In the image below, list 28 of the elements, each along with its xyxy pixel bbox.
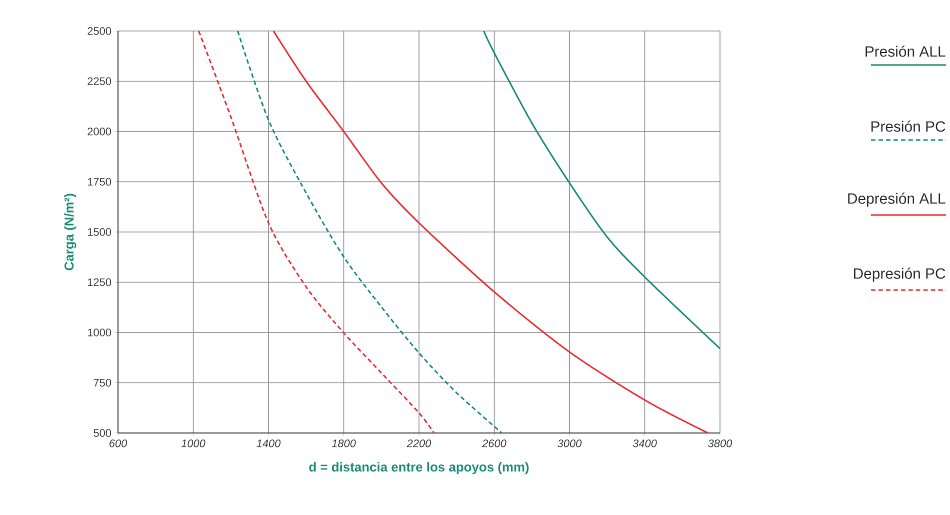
x-tick-label: 1800 — [332, 440, 356, 448]
y-tick-label: 2000 — [88, 128, 112, 136]
line-series — [272, 30, 709, 434]
line-series — [482, 30, 721, 350]
line-series — [198, 30, 435, 434]
x-tick-label: 3800 — [708, 440, 732, 448]
y-tick-label: 1500 — [88, 228, 112, 236]
y-axis-title: Carga (N/m²) — [64, 194, 76, 270]
y-tick-label: 1000 — [88, 328, 112, 336]
x-tick-label: 1000 — [181, 440, 206, 448]
x-tick-label: 3400 — [632, 440, 657, 448]
y-tick-label: 1750 — [88, 178, 112, 186]
x-tick-label: 1400 — [256, 440, 281, 448]
y-tick-label: 1250 — [88, 278, 112, 286]
y-tick-label: 2500 — [88, 27, 112, 35]
y-tick-label: 500 — [94, 429, 112, 437]
text: Depresión PC — [854, 268, 946, 282]
text: Depresión ALL — [848, 192, 946, 207]
y-tick-label: 2250 — [88, 77, 112, 86]
x-tick-label: 600 — [109, 440, 128, 448]
x-tick-label: 3000 — [558, 440, 582, 448]
line-series — [236, 30, 503, 434]
x-tick-label: 2600 — [482, 440, 506, 448]
text: Presión PC — [871, 120, 946, 132]
text: Presión ALL — [866, 46, 946, 57]
x-tick-label: 2200 — [406, 440, 432, 448]
y-tick-label: 750 — [94, 378, 112, 387]
x-axis-title: d = distancia entre los apoyos (mm) — [309, 462, 529, 474]
